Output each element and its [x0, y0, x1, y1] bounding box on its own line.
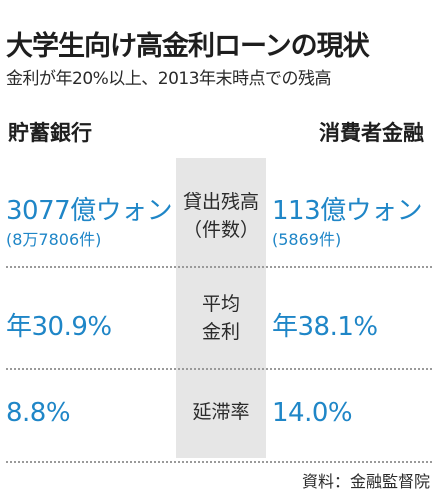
consumer-average-rate: 年38.1% [272, 312, 378, 342]
metric-label-average-rate: 平均 金利 [176, 290, 266, 346]
row-divider [6, 266, 432, 268]
metric-label-band [176, 158, 266, 458]
consumer-loan-count: (5869件) [272, 230, 342, 249]
consumer-loan-balance: 113億ウォン [272, 196, 423, 226]
page-subtitle: 金利が年20%以上、2013年末時点での残高 [6, 69, 332, 89]
source-note: 資料：金融監督院 [301, 472, 430, 491]
metric-label-balance-line2: （件数） [182, 219, 259, 241]
column-header-savings-banks: 貯蓄銀行 [8, 121, 92, 145]
savings-loan-count: (8万7806件) [6, 230, 102, 249]
metric-label-balance-line1: 貸出残高 [182, 191, 259, 213]
savings-loan-balance: 3077億ウォン [6, 196, 173, 226]
savings-average-rate: 年30.9% [6, 312, 112, 342]
metric-label-average-rate-line1: 平均 [201, 293, 240, 315]
savings-delinquency-rate: 8.8% [6, 398, 71, 428]
metric-label-balance: 貸出残高 （件数） [176, 188, 266, 244]
metric-label-average-rate-line2: 金利 [201, 321, 240, 343]
page-title: 大学生向け高金利ローンの現状 [6, 31, 370, 62]
metric-label-delinquency: 延滞率 [176, 398, 266, 426]
metric-label-delinquency-line1: 延滞率 [192, 401, 250, 423]
column-header-consumer-finance: 消費者金融 [319, 121, 424, 145]
consumer-delinquency-rate: 14.0% [272, 398, 353, 428]
row-divider [6, 368, 432, 370]
row-divider [6, 461, 432, 463]
